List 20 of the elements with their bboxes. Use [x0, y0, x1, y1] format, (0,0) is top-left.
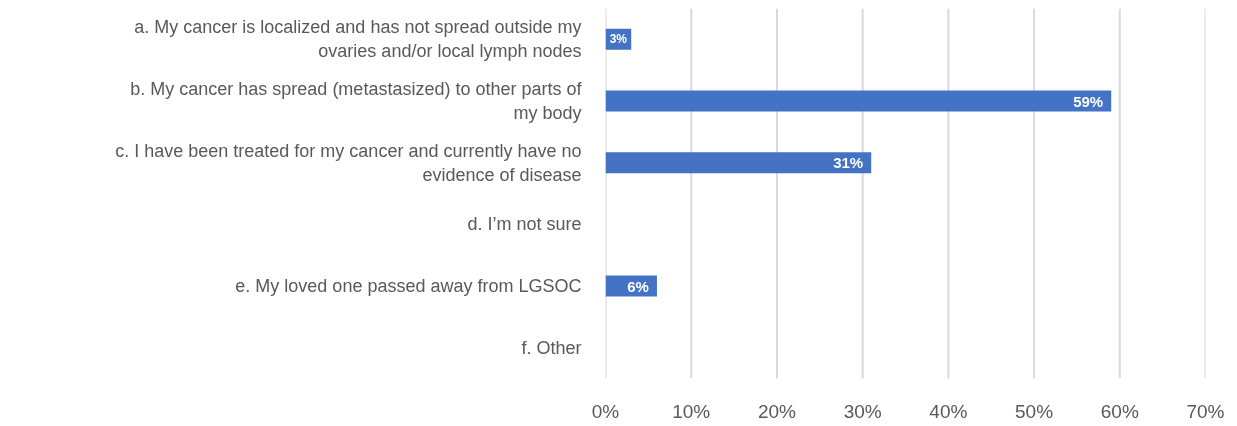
- bar: [605, 152, 872, 174]
- y-tick-label: f. Other: [521, 337, 582, 358]
- data-label: 3%: [609, 32, 628, 47]
- data-label: 6%: [627, 277, 649, 295]
- x-tick-label: 50%: [1015, 400, 1054, 422]
- data-label: 31%: [833, 154, 864, 172]
- x-tick-label: 70%: [1186, 400, 1225, 422]
- y-tick-label: c. I have been treated for my cancer and currently have no evidence of disease: [115, 140, 582, 185]
- x-tick-label: 60%: [1100, 400, 1139, 422]
- data-label: 59%: [1073, 92, 1104, 110]
- y-tick-label: d. I’m not sure: [467, 214, 582, 235]
- x-tick-label: 0%: [591, 400, 620, 422]
- x-tick-label: 40%: [929, 400, 968, 422]
- x-tick-label: 30%: [843, 400, 882, 422]
- x-tick-label: 10%: [672, 400, 711, 422]
- y-tick-label: a. My cancer is localized and has not spread outside my ovaries and/or local lymph nodes: [134, 17, 582, 62]
- bar: [605, 90, 1112, 112]
- y-tick-label: b. My cancer has spread (metastasized) to other parts of my body: [130, 79, 583, 123]
- x-tick-label: 20%: [757, 400, 797, 422]
- y-tick-label: e. My loved one passed away from LGSOC: [235, 276, 582, 296]
